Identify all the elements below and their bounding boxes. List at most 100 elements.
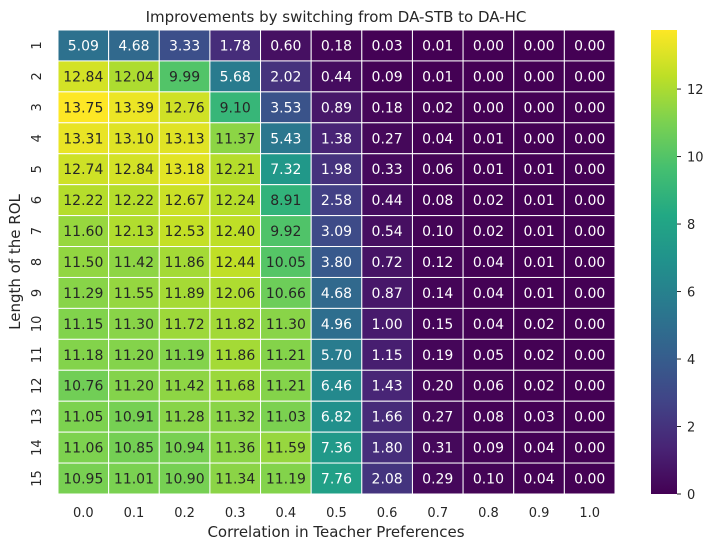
cell-value-label: 11.05 xyxy=(63,410,103,426)
heatmap-cell xyxy=(361,431,413,464)
cell-value-label: 0.20 xyxy=(422,379,453,395)
cell-value-label: 0.02 xyxy=(473,224,504,240)
cell-value-label: 11.06 xyxy=(63,441,103,457)
cell-value-label: 0.09 xyxy=(372,69,403,85)
heatmap-cell xyxy=(310,215,363,248)
heatmap-cell xyxy=(462,60,515,93)
colorbar-ticks: 0 2 4 6 8 10 12 xyxy=(677,83,704,503)
y-tick-label: 7 xyxy=(30,227,45,235)
heatmap-cell xyxy=(563,276,616,309)
heatmap-cell xyxy=(411,431,464,464)
cell-value-label: 12.44 xyxy=(215,255,255,271)
heatmap-cell xyxy=(411,307,464,340)
cell-value-label: 1.66 xyxy=(372,410,403,426)
cell-value-label: 0.00 xyxy=(574,100,605,116)
heatmap-cell xyxy=(411,276,464,309)
heatmap-cell xyxy=(411,215,464,248)
heatmap-cell xyxy=(209,307,262,340)
heatmap-cell xyxy=(310,29,363,62)
cell-value-label: 12.04 xyxy=(114,69,154,85)
heatmap-cell xyxy=(361,122,413,155)
y-tick-label: 10 xyxy=(30,316,45,333)
cell-value-label: 1.98 xyxy=(321,162,352,178)
cell-value-label: 0.02 xyxy=(523,348,554,364)
heatmap-cell xyxy=(310,338,363,371)
cell-value-label: 11.21 xyxy=(266,348,306,364)
cell-value-label: 0.05 xyxy=(473,348,504,364)
cell-value-label: 11.01 xyxy=(114,472,154,488)
cell-value-label: 3.09 xyxy=(321,224,352,240)
cell-value-label: 0.27 xyxy=(372,131,403,147)
cell-value-label: 11.28 xyxy=(165,410,205,426)
cell-value-label: 7.32 xyxy=(270,162,301,178)
cell-value-label: 11.60 xyxy=(63,224,103,240)
heatmap-cell xyxy=(563,91,616,124)
x-tick-label: 0.6 xyxy=(377,506,398,521)
cell-value-label: 0.04 xyxy=(523,441,554,457)
cell-value-label: 11.20 xyxy=(114,348,154,364)
cell-value-label: 0.00 xyxy=(574,472,605,488)
chart-title: Improvements by switching from DA-STB to… xyxy=(146,8,527,26)
cell-value-label: 11.32 xyxy=(215,410,255,426)
heatmap-cell xyxy=(462,184,515,217)
cell-value-label: 11.37 xyxy=(215,131,255,147)
cell-value-label: 1.43 xyxy=(372,379,403,395)
heatmap-cell xyxy=(108,338,160,371)
heatmap-cell xyxy=(209,184,262,217)
heatmap-cell xyxy=(57,29,110,62)
heatmap-cell xyxy=(57,91,110,124)
y-tick-label: 11 xyxy=(30,347,45,364)
cell-value-label: 11.86 xyxy=(165,255,205,271)
cell-value-label: 0.00 xyxy=(574,38,605,54)
cell-value-label: 0.03 xyxy=(372,38,403,54)
cell-value-label: 0.00 xyxy=(523,38,554,54)
x-tick-label: 0.5 xyxy=(326,506,347,521)
x-tick-label: 0.3 xyxy=(225,506,246,521)
cell-value-label: 10.76 xyxy=(63,379,103,395)
y-tick-label: 4 xyxy=(30,134,45,142)
x-axis-label: Correlation in Teacher Preferences xyxy=(207,523,464,541)
cell-value-label: 0.01 xyxy=(523,255,554,271)
y-tick-label: 6 xyxy=(30,196,45,204)
cell-value-label: 12.74 xyxy=(63,162,103,178)
cell-value-label: 11.15 xyxy=(63,317,103,333)
x-tick-label: 0.0 xyxy=(73,506,94,521)
cell-value-label: 11.03 xyxy=(266,410,306,426)
cell-value-label: 11.68 xyxy=(215,379,255,395)
heatmap-cell xyxy=(209,431,262,464)
cell-value-label: 0.00 xyxy=(574,348,605,364)
cell-value-label: 10.91 xyxy=(114,410,154,426)
heatmap-cell xyxy=(513,369,565,402)
cell-value-label: 0.09 xyxy=(473,441,504,457)
x-tick-label: 0.8 xyxy=(478,506,499,521)
cell-value-label: 0.02 xyxy=(523,317,554,333)
heatmap-cell xyxy=(513,215,565,248)
heatmap-cell xyxy=(310,307,363,340)
cell-value-label: 0.44 xyxy=(372,193,403,209)
heatmap-cell xyxy=(158,153,211,186)
cell-value-label: 5.70 xyxy=(321,348,352,364)
cell-value-label: 0.08 xyxy=(422,193,453,209)
cell-value-label: 0.01 xyxy=(523,286,554,302)
colorbar-tick-label: 12 xyxy=(687,83,704,98)
heatmap-cell xyxy=(563,431,616,464)
cell-value-label: 10.90 xyxy=(165,472,205,488)
cell-value-label: 0.00 xyxy=(574,317,605,333)
cell-value-label: 12.67 xyxy=(165,193,205,209)
cell-value-label: 0.12 xyxy=(422,255,453,271)
heatmap-cell xyxy=(260,91,312,124)
heatmap-cell xyxy=(361,60,413,93)
cell-value-label: 12.84 xyxy=(114,162,154,178)
colorbar-tick-label: 4 xyxy=(687,353,695,368)
cell-value-label: 13.10 xyxy=(114,131,154,147)
cell-value-label: 0.04 xyxy=(473,317,504,333)
heatmap-cell xyxy=(462,215,515,248)
cell-value-label: 11.50 xyxy=(63,255,103,271)
cell-value-label: 0.18 xyxy=(321,38,352,54)
cell-value-label: 13.75 xyxy=(63,100,103,116)
heatmap-cell xyxy=(108,215,160,248)
cell-value-label: 2.58 xyxy=(321,193,352,209)
heatmap-cell xyxy=(513,400,565,433)
heatmap-cell xyxy=(513,338,565,371)
cell-value-label: 0.00 xyxy=(523,100,554,116)
